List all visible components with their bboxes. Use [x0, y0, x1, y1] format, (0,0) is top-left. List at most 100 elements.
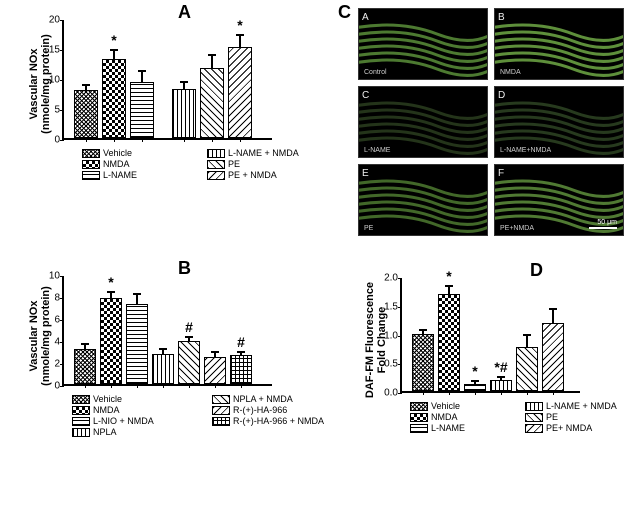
bar-lname_nmda: [172, 89, 196, 138]
bar-vehicle: [412, 334, 434, 392]
panel-d-area: 0.00.51.01.52.0***#: [400, 278, 580, 393]
legend-item-pe_nmda: PE + NMDA: [207, 170, 332, 180]
bar-pe_nmda: [542, 323, 564, 391]
errorcap: [138, 70, 146, 72]
scalebar-text: 50 μm: [597, 219, 617, 226]
ytick-mark: [60, 364, 64, 365]
panel-c-label: C: [338, 2, 351, 23]
errorbar: [136, 294, 138, 304]
ylabel-line1: Vascular NOx: [28, 49, 40, 120]
micrograph-E: EPE: [358, 164, 488, 236]
legend-item-nmda: NMDA: [72, 405, 212, 415]
errorcap: [549, 308, 557, 310]
sig-marker: #: [237, 334, 245, 350]
legend-swatch: [72, 428, 90, 437]
errorbar: [183, 82, 185, 89]
legend-swatch: [525, 424, 543, 433]
sig-marker: *: [111, 32, 116, 48]
panel-a-chart: Vascular NOx (nmole/mg protein) 05101520…: [62, 20, 272, 140]
errorcap: [185, 336, 193, 338]
ytick-mark: [60, 110, 64, 111]
errorcap: [471, 380, 479, 382]
legend-item-lname_nmda: L-NAME + NMDA: [525, 401, 640, 411]
xtick-mark: [527, 391, 528, 395]
bar-rha: [204, 357, 226, 385]
legend-label: R-(+)-HA-966 + NMDA: [233, 416, 324, 426]
xtick-mark: [501, 391, 502, 395]
legend-swatch: [207, 160, 225, 169]
xtick-mark: [163, 384, 164, 388]
ytick-mark: [398, 364, 402, 365]
legend-swatch: [212, 417, 230, 426]
errorcap: [208, 54, 216, 56]
legend-label: L-NAME + NMDA: [228, 148, 299, 158]
legend-label: PE + NMDA: [228, 170, 277, 180]
ytick-mark: [60, 276, 64, 277]
bar-lnio_nmda: [126, 304, 148, 384]
panel-a-legend: VehicleNMDAL-NAMEL-NAME + NMDAPEPE + NMD…: [82, 148, 332, 181]
ylabel-line2: (nmole/mg protein): [40, 286, 52, 386]
legend-item-pe_nmda: PE+ NMDA: [525, 423, 640, 433]
legend-item-pe: PE: [207, 159, 332, 169]
xtick-mark: [423, 391, 424, 395]
bar-lname: [130, 82, 154, 138]
legend-swatch: [525, 402, 543, 411]
xtick-mark: [86, 138, 87, 142]
micrograph-A: AControl: [358, 8, 488, 80]
legend-item-pe: PE: [525, 412, 640, 422]
errorcap: [159, 348, 167, 350]
legend-item-rha: R-(+)-HA-966: [212, 405, 352, 415]
ytick-mark: [60, 298, 64, 299]
micrograph-caption: PE+NMDA: [498, 225, 536, 232]
legend-label: Vehicle: [93, 394, 122, 404]
legend-item-nmda: NMDA: [410, 412, 525, 422]
legend-item-lname: L-NAME: [82, 170, 207, 180]
errorcap: [180, 81, 188, 83]
legend-swatch: [207, 149, 225, 158]
legend-item-lname: L-NAME: [410, 423, 525, 433]
ytick-mark: [60, 342, 64, 343]
legend-item-vehicle: Vehicle: [410, 401, 525, 411]
legend-label: NPLA + NMDA: [233, 394, 293, 404]
legend-item-npla: NPLA: [72, 427, 212, 437]
bar-lname_nmda: [490, 380, 512, 391]
ytick-mark: [398, 393, 402, 394]
errorcap: [107, 291, 115, 293]
errorcap: [82, 84, 90, 86]
ytick-mark: [398, 278, 402, 279]
xtick-mark: [111, 384, 112, 388]
legend-swatch: [82, 171, 100, 180]
legend-swatch: [72, 395, 90, 404]
legend-label: NPLA: [93, 427, 117, 437]
ytick-mark: [398, 307, 402, 308]
panel-d-legend: VehicleNMDAL-NAME L-NAME + NMDAPEPE+ NMDA: [410, 401, 640, 434]
scalebar: [589, 227, 617, 229]
xtick-mark: [212, 138, 213, 142]
xtick-mark: [553, 391, 554, 395]
legend-label: L-NAME: [103, 170, 137, 180]
legend-item-lname_nmda: L-NAME + NMDA: [207, 148, 332, 158]
legend-label: L-NAME: [431, 423, 465, 433]
legend-label: NMDA: [93, 405, 120, 415]
bar-npla_nmda: [178, 341, 200, 384]
xtick-mark: [189, 384, 190, 388]
micrograph-letter: E: [362, 168, 369, 179]
legend-swatch: [410, 413, 428, 422]
legend-item-nmda: NMDA: [82, 159, 207, 169]
sig-marker: *#: [494, 359, 507, 375]
bar-npla: [152, 354, 174, 384]
legend-label: R-(+)-HA-966: [233, 405, 287, 415]
micrograph-caption: L-NAME+NMDA: [498, 147, 553, 154]
panel-b-legend: VehicleNMDAL-NIO + NMDANPLANPLA + NMDAR-…: [72, 394, 352, 438]
bar-vehicle: [74, 349, 96, 384]
panel-d-chart: DAF-FM Fluorescence Fold Change 0.00.51.…: [400, 278, 580, 393]
micrograph-letter: A: [362, 12, 369, 23]
errorcap: [133, 293, 141, 295]
panel-b-chart: Vascular NOx (nmole/mg protein) 0246810*…: [62, 276, 272, 386]
legend-swatch: [82, 160, 100, 169]
legend-item-npla_nmda: NPLA + NMDA: [212, 394, 352, 404]
errorbar: [552, 309, 554, 323]
micrograph-letter: B: [498, 12, 505, 23]
xtick-mark: [215, 384, 216, 388]
legend-swatch: [212, 406, 230, 415]
